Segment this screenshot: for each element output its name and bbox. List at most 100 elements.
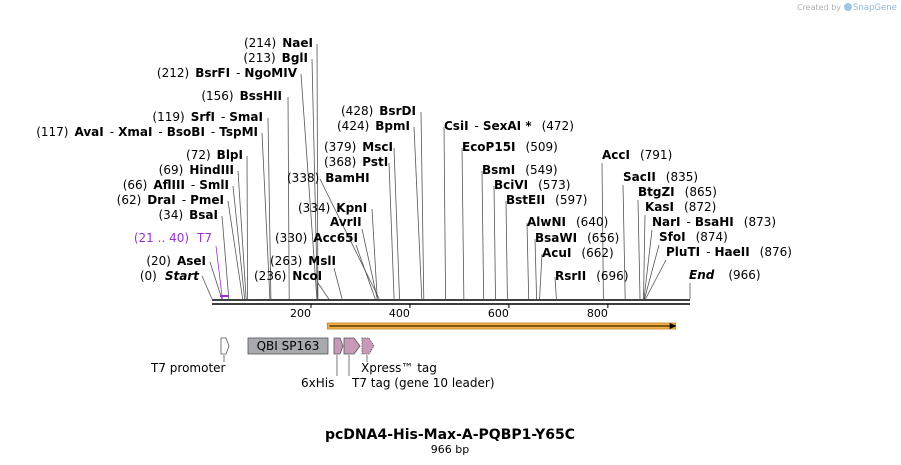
- site-line-drai: [227, 200, 244, 300]
- site-line-avrii: [361, 228, 378, 300]
- site-label-bpmi[interactable]: (424) BpmI: [337, 119, 410, 133]
- site-label-bsai[interactable]: (34) BsaI: [159, 208, 219, 222]
- site-line-kasi: [643, 214, 646, 300]
- 6xhis-label: 6xHis: [301, 376, 334, 390]
- site-line-sfoi: [644, 244, 660, 300]
- t7-promoter-label: T7 promoter: [150, 361, 226, 375]
- ruler-label-400: 400: [389, 307, 410, 320]
- t7-tag-arrow-icon[interactable]: [343, 337, 361, 355]
- xpress-tag-arrow-icon[interactable]: [361, 337, 375, 355]
- plasmid-title: pcDNA4-His-Max-A-PQBP1-Y65C: [325, 427, 575, 443]
- site-label-btgzi[interactable]: BtgZI (865): [638, 185, 717, 199]
- site-line-csii: [443, 126, 446, 300]
- ruler-label-800: 800: [587, 307, 608, 320]
- site-label-ecop15i[interactable]: EcoP15I (509): [462, 140, 558, 154]
- site-label-bsrdi[interactable]: (428) BsrDI: [341, 104, 416, 118]
- site-label-afliii[interactable]: (66) AflIII - SmlI: [123, 178, 229, 192]
- site-label-sacii[interactable]: SacII (835): [623, 170, 698, 184]
- site-label-rsrii[interactable]: RsrII (696): [555, 269, 629, 283]
- site-line-bsrdi: [420, 111, 425, 300]
- site-label-bsteii[interactable]: BstEII (597): [506, 193, 587, 207]
- site-line-pluti: [645, 259, 667, 300]
- site-label-pluti[interactable]: PluTI - HaeII (876): [666, 245, 792, 259]
- site-line-acui: [539, 253, 543, 300]
- site-line-naei: [316, 43, 319, 300]
- site-label-naei[interactable]: (214) NaeI: [244, 36, 313, 50]
- site-label-sfoi[interactable]: SfoI (874): [659, 230, 728, 244]
- site-label-psti[interactable]: (368) PstI: [324, 155, 388, 169]
- site-label-drai[interactable]: (62) DraI - PmeI: [117, 193, 224, 207]
- site-line-msci: [393, 147, 400, 300]
- site-label-kasi[interactable]: KasI (872): [645, 200, 716, 214]
- site-label-csii[interactable]: CsiI - SexAI * (472): [444, 119, 574, 133]
- feature-track: QBI SP163 T7 promoter Xpress™ tag 6xHis …: [150, 337, 495, 390]
- cut-site-lines: [201, 43, 691, 300]
- site-label-msci[interactable]: (379) MscI: [324, 140, 393, 154]
- site-line-msli: [333, 267, 343, 300]
- site-line-bcivi: [493, 185, 496, 300]
- site-line-start: [201, 275, 213, 300]
- site-line-bgli: [311, 58, 318, 300]
- site-label-bsmi[interactable]: BsmI (549): [482, 163, 558, 177]
- t7-promoter-arrow-icon[interactable]: [220, 337, 230, 355]
- primer-label-t7[interactable]: (21 .. 40) T7: [134, 231, 212, 245]
- site-line-bsmi: [481, 170, 485, 300]
- site-line-bpmi: [413, 126, 423, 300]
- site-line-bsai: [221, 215, 230, 300]
- ruler-label-200: 200: [290, 307, 311, 320]
- site-label-alwni[interactable]: AlwNI (640): [527, 215, 608, 229]
- dna-backbone: [212, 299, 690, 305]
- site-line-blpi: [246, 155, 249, 300]
- qbi-sp163-box[interactable]: [247, 337, 329, 355]
- site-line-btgzi: [637, 199, 641, 300]
- site-label-kpni[interactable]: (334) KpnI: [298, 201, 367, 215]
- watermark-prefix: Created by: [797, 3, 841, 12]
- orf-arrow[interactable]: [326, 322, 677, 330]
- site-line-afliii: [232, 185, 246, 300]
- site-line-nari: [643, 229, 653, 300]
- site-line-ncoi: [317, 282, 330, 300]
- snapgene-logo-icon: [844, 3, 852, 11]
- site-line-avai: [261, 132, 271, 300]
- bp-ruler: 200 400 600 800: [290, 304, 609, 320]
- site-line-alwni: [526, 222, 530, 300]
- site-label-bsshii[interactable]: (156) BssHII: [201, 89, 282, 103]
- site-line-bsteii: [505, 200, 508, 300]
- site-label-hindiii[interactable]: (69) HindIII: [159, 163, 234, 177]
- site-label-srfi[interactable]: (119) SrfI - SmaI: [152, 110, 263, 124]
- site-label-asei[interactable]: (20) AseI: [146, 254, 206, 268]
- cut-site-labels: (214) NaeI (213) BglI (212) BsrFI - NgoMIV (1…: [36, 36, 792, 283]
- site-label-msli[interactable]: (263) MslI: [270, 254, 336, 268]
- site-label-bsrfi[interactable]: (212) BsrFI - NgoMIV: [157, 66, 298, 80]
- t7-tag-label: T7 tag (gene 10 leader): [351, 376, 495, 390]
- orf-arrowhead-icon: [669, 323, 677, 329]
- site-label-bgli[interactable]: (213) BglI: [243, 51, 308, 65]
- ruler-label-600: 600: [488, 307, 509, 320]
- site-line-sacii: [622, 184, 626, 300]
- primer-line-t7: [215, 245, 223, 300]
- site-label-bcivi[interactable]: BciVI (573): [494, 178, 570, 192]
- 6xhis-tag-arrow-icon[interactable]: [333, 337, 344, 355]
- site-label-start[interactable]: (0) Start: [140, 269, 200, 283]
- site-line-kpni: [371, 208, 378, 300]
- snapgene-watermark: Created by SnapGene: [797, 3, 897, 13]
- site-label-acc65i[interactable]: (330) Acc65I: [275, 231, 358, 245]
- site-label-end[interactable]: End (966): [689, 268, 761, 282]
- site-line-psti: [388, 162, 395, 300]
- site-line-bsrfi: [300, 73, 318, 300]
- site-label-bsawi[interactable]: BsaWI (656): [535, 231, 619, 245]
- site-label-acci[interactable]: AccI (791): [602, 148, 672, 162]
- site-label-avai[interactable]: (117) AvaI - XmaI - BsoBI - TspMI: [36, 125, 258, 139]
- site-label-acui[interactable]: AcuI (662): [542, 246, 614, 260]
- site-label-ncoi[interactable]: (236) NcoI: [254, 269, 322, 283]
- site-label-avrii[interactable]: AvrII: [330, 215, 362, 229]
- site-line-srfi: [267, 117, 272, 300]
- site-label-nari[interactable]: NarI - BsaHI (873): [652, 215, 776, 229]
- site-line-hindiii: [237, 170, 247, 300]
- site-line-bsshii: [287, 96, 290, 300]
- site-label-bamhi[interactable]: (338) BamHI: [287, 171, 370, 185]
- site-label-blpi[interactable]: (72) BlpI: [186, 148, 243, 162]
- watermark-brand: SnapGene: [853, 3, 897, 13]
- site-line-acci: [601, 162, 604, 300]
